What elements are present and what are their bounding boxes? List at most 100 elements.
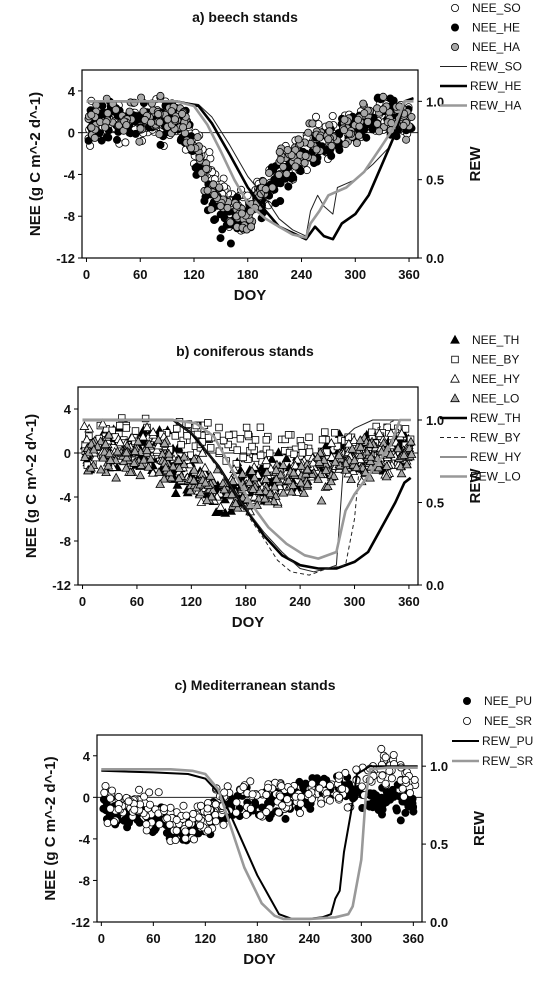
data-point: [353, 115, 362, 124]
data-point: [211, 817, 220, 826]
data-point: [122, 121, 131, 130]
data-point: [312, 145, 321, 154]
line-rew-ha: [86, 100, 414, 239]
data-point: [304, 790, 313, 799]
right-tick-label: 0.0: [430, 915, 448, 930]
data-point: [298, 449, 306, 457]
panel-title: a) beech stands: [192, 9, 298, 25]
data-point: [357, 782, 366, 791]
data-point: [339, 126, 348, 135]
data-point: [262, 436, 270, 444]
x-tick-label: 240: [289, 594, 311, 609]
legend-label: REW_HA: [470, 99, 521, 113]
data-point: [170, 488, 181, 497]
legend-item: NEE_SO: [450, 1, 521, 15]
data-point: [381, 779, 390, 788]
legend-marker: [450, 373, 460, 383]
x-tick-label: 180: [235, 594, 257, 609]
panel-title: b) coniferous stands: [176, 343, 314, 359]
data-point: [378, 795, 387, 804]
data-point: [281, 814, 290, 823]
legend-marker: [450, 4, 459, 12]
data-point: [251, 436, 260, 444]
legend: NEE_PU NEE_SR REW_PU REW_SR: [452, 694, 534, 768]
legend-label: REW_SR: [482, 754, 534, 768]
data-point: [410, 775, 419, 784]
y-tick-label: -8: [78, 873, 90, 888]
legend-item: NEE_TH: [450, 333, 519, 347]
data-point: [99, 795, 108, 804]
data-point: [219, 820, 228, 829]
y-tick-label: -8: [63, 209, 75, 224]
data-point: [177, 440, 185, 449]
data-point: [297, 792, 306, 801]
data-point: [189, 809, 198, 818]
data-point: [146, 118, 155, 127]
data-point: [206, 444, 215, 452]
data-point: [122, 424, 130, 432]
right-tick-label: 0.0: [426, 578, 444, 593]
y-tick-label: -4: [59, 490, 71, 505]
data-point: [159, 804, 168, 813]
data-point: [156, 140, 165, 149]
data-point: [125, 107, 134, 116]
data-point: [178, 123, 187, 132]
data-point: [111, 472, 122, 482]
data-point: [239, 453, 247, 462]
data-point: [101, 123, 110, 132]
data-point: [399, 121, 408, 130]
panel-title: c) Mediterranean stands: [174, 677, 335, 693]
data-point: [104, 133, 113, 142]
data-point: [359, 99, 368, 108]
data-point: [87, 123, 96, 132]
data-point: [369, 791, 378, 800]
data-point: [407, 113, 416, 122]
data-point: [154, 110, 163, 119]
data-point: [142, 422, 152, 432]
data-point: [296, 799, 305, 808]
data-point: [167, 107, 176, 116]
data-point: [87, 110, 96, 119]
data-point: [163, 115, 172, 124]
data-point: [142, 820, 151, 829]
data-point: [121, 138, 130, 147]
data-point: [248, 442, 256, 451]
data-point: [354, 131, 363, 140]
data-point: [244, 430, 252, 439]
data-point: [341, 140, 350, 149]
data-point: [173, 424, 181, 433]
data-point: [276, 792, 285, 801]
right-tick-label: 1.0: [426, 413, 444, 428]
data-point: [111, 105, 120, 114]
x-tick-label: 60: [130, 594, 144, 609]
x-tick-label: 0: [79, 594, 86, 609]
legend-label: REW_PU: [482, 734, 533, 748]
chart-panel-1: a) beech stands 0 60 120 180 240 300 360 -12 -8 -4…: [27, 1, 522, 304]
data-point: [81, 434, 92, 444]
y-axis-label: NEE (g C m^-2 d^-1): [27, 92, 44, 236]
data-point: [265, 449, 274, 457]
data-point: [355, 122, 364, 131]
data-point: [338, 784, 347, 793]
right-tick-label: 0.5: [430, 837, 448, 852]
data-point: [181, 827, 190, 836]
legend-label: REW_TH: [470, 411, 521, 425]
right-axis-label: REW: [467, 146, 484, 182]
data-point: [236, 434, 245, 443]
data-point: [266, 454, 277, 463]
data-point: [232, 808, 241, 817]
data-point: [135, 785, 144, 794]
data-point: [389, 751, 398, 760]
x-tick-label: 120: [180, 594, 202, 609]
data-point: [226, 239, 235, 248]
legend-item: REW_SO: [440, 60, 522, 74]
data-point: [187, 144, 196, 153]
data-point: [200, 196, 209, 205]
legend-label: NEE_HE: [472, 21, 520, 35]
data-point: [399, 792, 408, 801]
data-point: [204, 826, 213, 835]
legend-label: NEE_TH: [472, 333, 519, 347]
chart-panel-3: c) Mediterranean stands 0 60 120 180 240 300 36…: [42, 677, 534, 968]
right-tick-label: 1.0: [430, 759, 448, 774]
y-tick-label: 4: [68, 84, 76, 99]
